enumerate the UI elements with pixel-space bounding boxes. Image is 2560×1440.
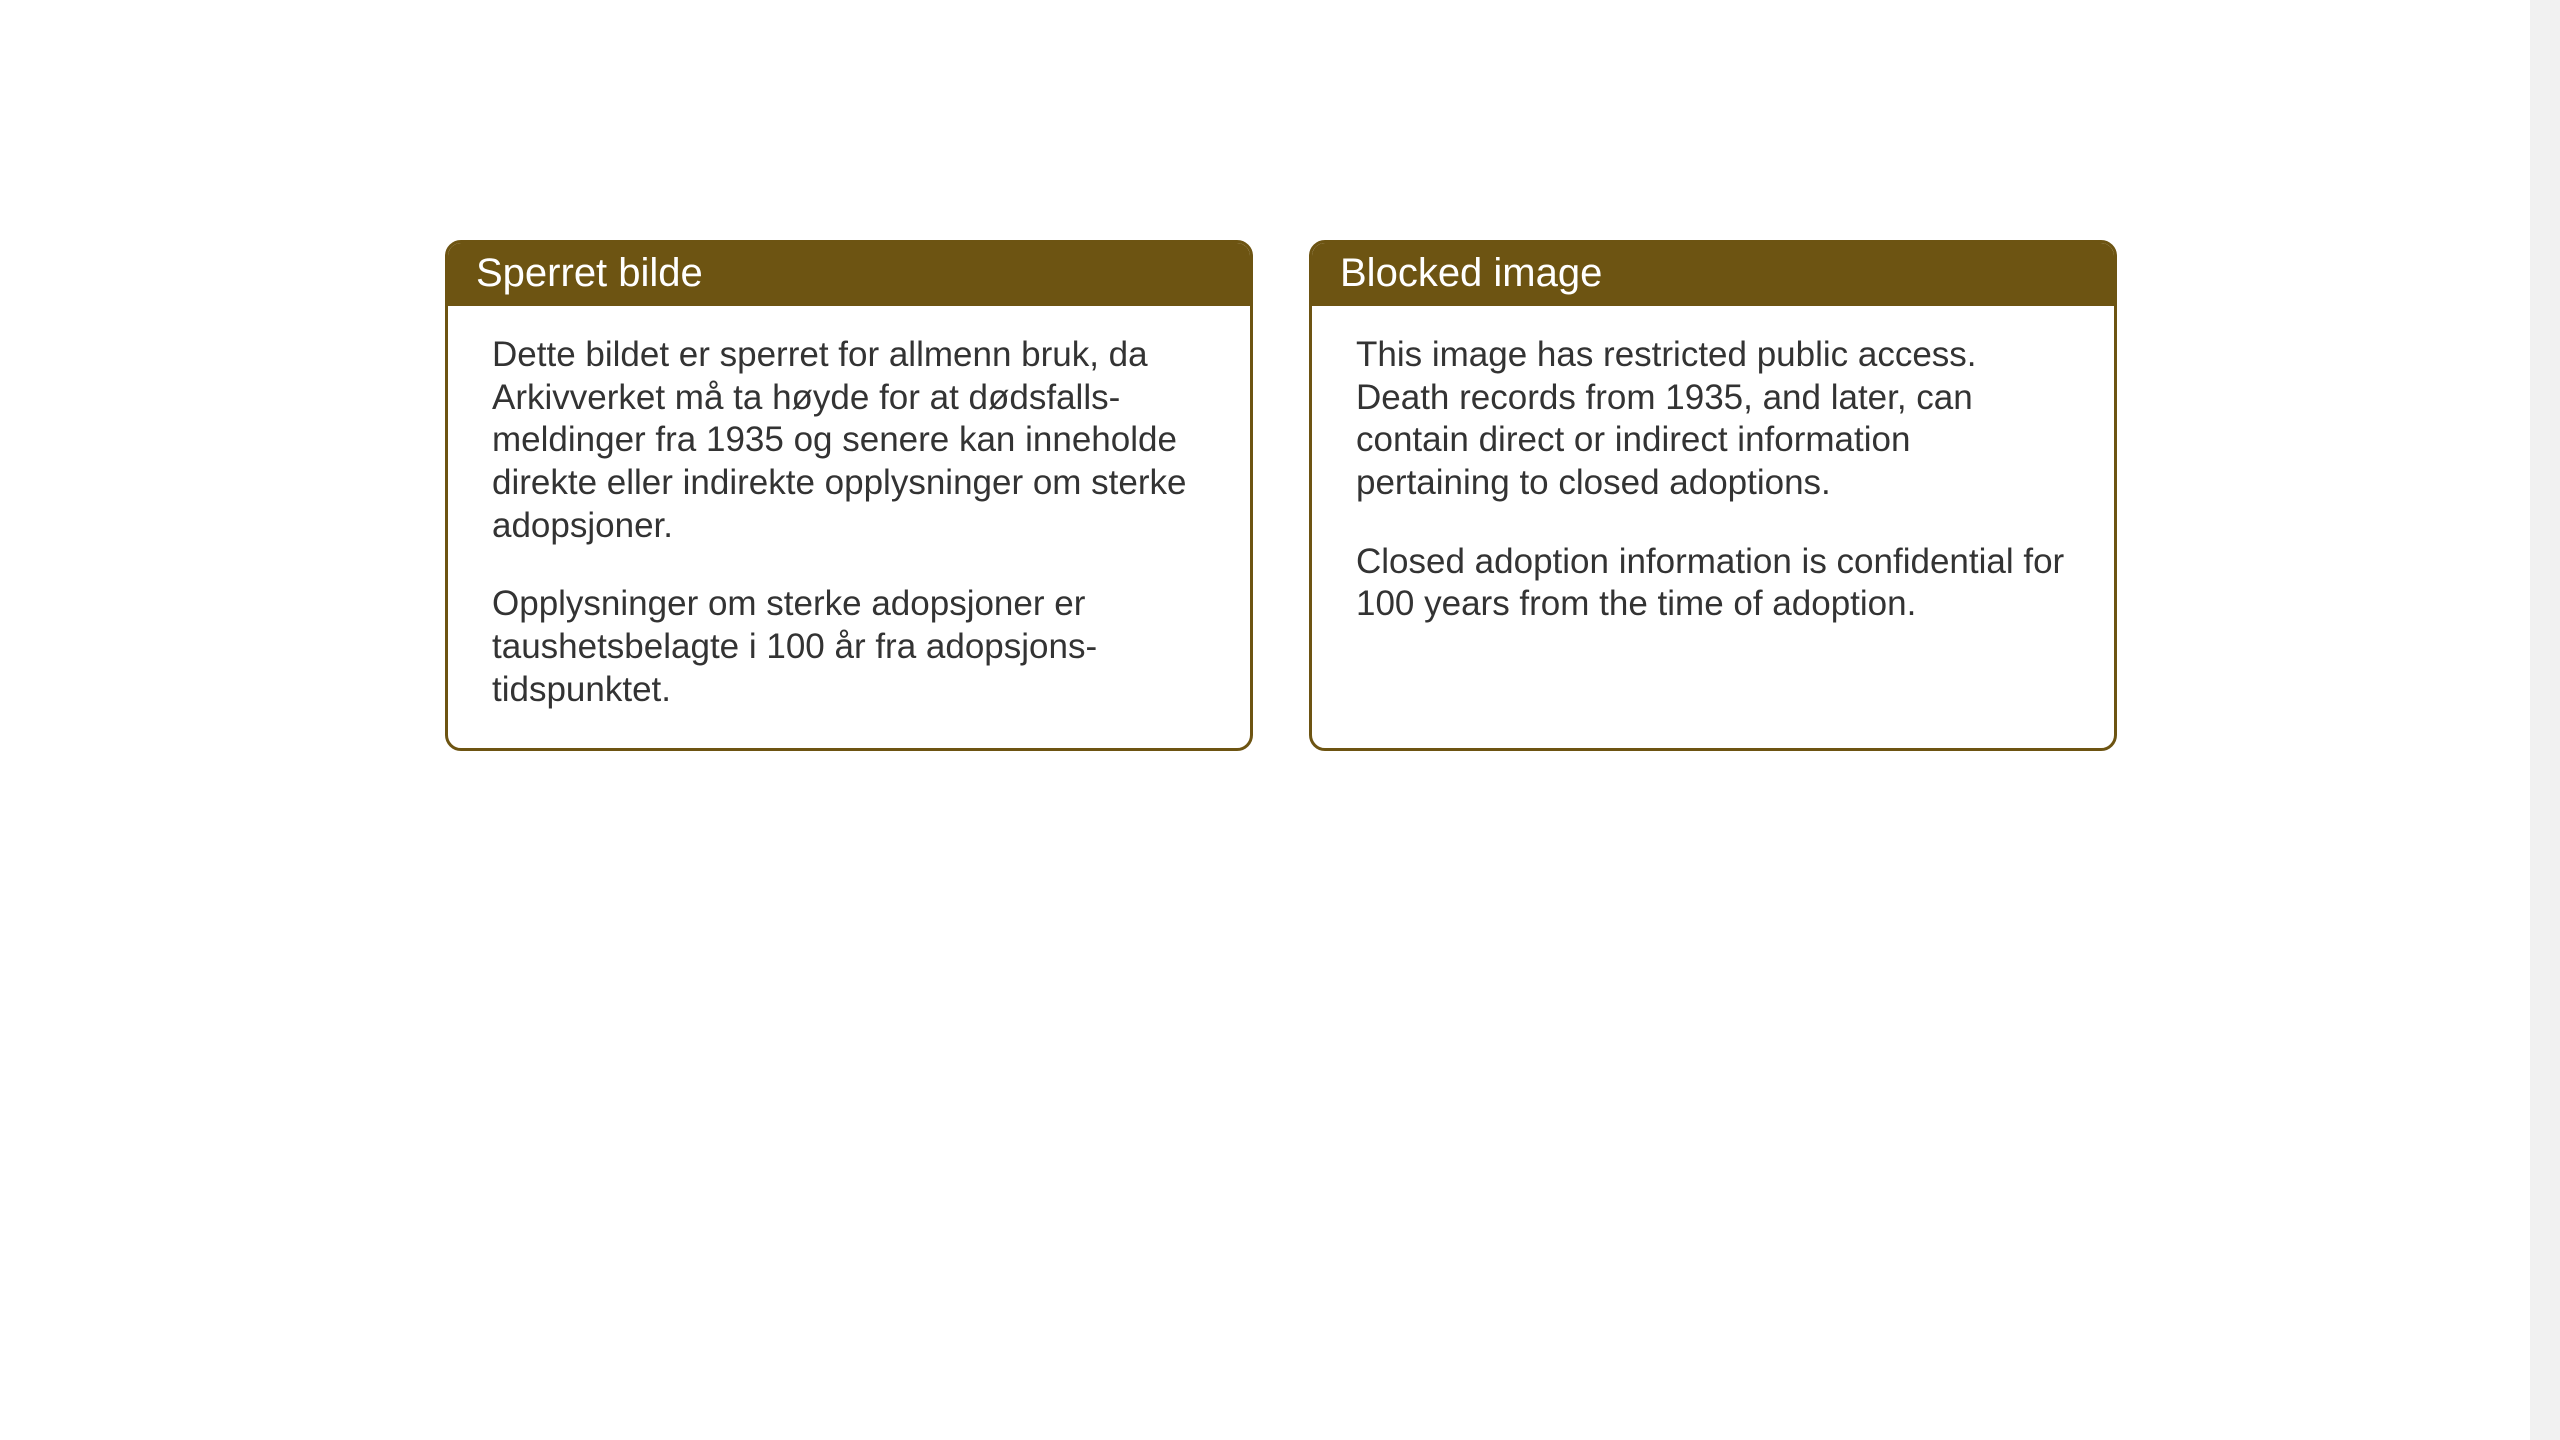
notice-container: Sperret bilde Dette bildet er sperret fo… — [445, 240, 2117, 751]
card-header-english: Blocked image — [1312, 243, 2114, 306]
card-paragraph-english-2: Closed adoption information is confident… — [1356, 541, 2070, 626]
card-paragraph-norwegian-2: Opplysninger om sterke adopsjoner er tau… — [492, 583, 1206, 711]
card-header-norwegian: Sperret bilde — [448, 243, 1250, 306]
card-body-english: This image has restricted public access.… — [1312, 306, 2114, 662]
notice-card-norwegian: Sperret bilde Dette bildet er sperret fo… — [445, 240, 1253, 751]
card-paragraph-norwegian-1: Dette bildet er sperret for allmenn bruk… — [492, 334, 1206, 547]
card-paragraph-english-1: This image has restricted public access.… — [1356, 334, 2070, 505]
notice-card-english: Blocked image This image has restricted … — [1309, 240, 2117, 751]
card-title-norwegian: Sperret bilde — [476, 251, 703, 295]
scrollbar-track[interactable] — [2530, 0, 2560, 1440]
card-title-english: Blocked image — [1340, 251, 1602, 295]
card-body-norwegian: Dette bildet er sperret for allmenn bruk… — [448, 306, 1250, 748]
